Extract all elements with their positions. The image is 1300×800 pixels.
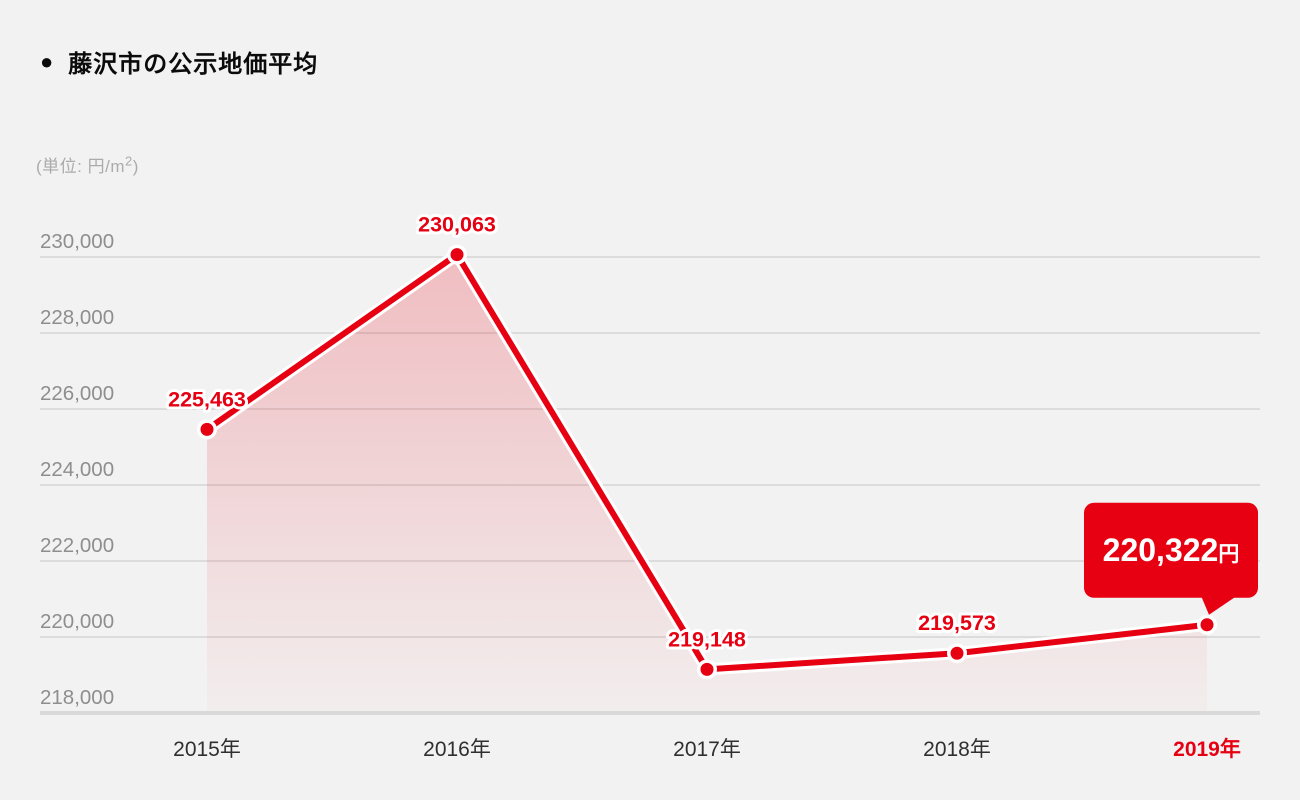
y-tick-label: 218,000 bbox=[40, 686, 114, 709]
point-value-label: 219,148 bbox=[668, 627, 746, 651]
data-point bbox=[950, 646, 964, 660]
data-point bbox=[1200, 618, 1214, 632]
badge-value-label: 220,322円 bbox=[1103, 532, 1240, 568]
x-tick-label: 2019年 bbox=[1173, 737, 1241, 761]
y-tick-label: 230,000 bbox=[40, 230, 114, 253]
y-tick-label: 228,000 bbox=[40, 306, 114, 329]
y-tick-label: 222,000 bbox=[40, 534, 114, 557]
gridlines-group: 218,000 220,000 222,000 224,000 226,000 228,0… bbox=[40, 230, 1260, 709]
point-labels-group: 225,463 230,063 219,148 219,573 bbox=[165, 210, 999, 655]
highlight-badge bbox=[1084, 502, 1258, 598]
x-tick-label: 2016年 bbox=[423, 738, 491, 761]
area-fill bbox=[207, 254, 1207, 711]
data-point bbox=[700, 662, 714, 676]
y-tick-label: 226,000 bbox=[40, 382, 114, 405]
badge-tail bbox=[1201, 595, 1237, 615]
badge-unit: 円 bbox=[1218, 543, 1239, 566]
data-point bbox=[450, 248, 464, 262]
title-bullet-icon: ● bbox=[40, 48, 55, 74]
point-value-label: 225,463 bbox=[168, 387, 246, 411]
x-tick-label: 2017年 bbox=[673, 738, 741, 761]
page-title: ● 藤沢市の公示地価平均 bbox=[40, 44, 318, 79]
unit-label-superscript: 2 bbox=[125, 153, 133, 169]
point-value-label: 219,573 bbox=[918, 611, 996, 635]
unit-label-suffix: ) bbox=[132, 157, 139, 176]
point-value-label: 230,063 bbox=[418, 213, 496, 237]
data-points-group bbox=[197, 244, 1217, 680]
y-tick-label: 220,000 bbox=[40, 610, 114, 633]
badge-value: 220,322 bbox=[1103, 532, 1219, 568]
x-axis-labels-group: 2015年 2016年 2017年 2018年 2019年 bbox=[173, 737, 1241, 761]
x-tick-label: 2018年 bbox=[923, 738, 991, 761]
page-title-text: 藤沢市の公示地価平均 bbox=[68, 51, 319, 78]
unit-label: (単位: 円/m2) bbox=[36, 152, 139, 177]
unit-label-prefix: (単位: 円/m bbox=[36, 157, 125, 176]
y-tick-label: 224,000 bbox=[40, 458, 114, 481]
data-point bbox=[200, 422, 214, 436]
highlight-badge-group: 220,322円 bbox=[1084, 502, 1258, 615]
area-fill-group bbox=[207, 254, 1207, 711]
x-tick-label: 2015年 bbox=[173, 738, 241, 761]
